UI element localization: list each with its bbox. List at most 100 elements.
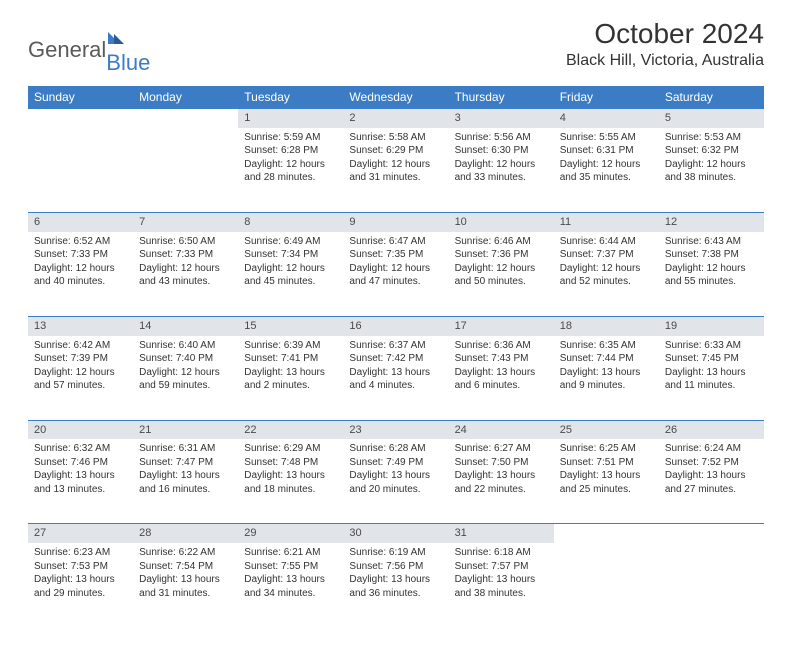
day-number-cell (554, 524, 659, 544)
day-cell (659, 544, 764, 628)
day-content-row: Sunrise: 6:32 AMSunset: 7:46 PMDaylight:… (28, 440, 764, 524)
day-cell: Sunrise: 6:37 AMSunset: 7:42 PMDaylight:… (343, 336, 448, 420)
sunrise-text: Sunrise: 6:22 AM (139, 546, 232, 560)
weekday-header: Wednesday (343, 86, 448, 109)
day-number-cell (133, 109, 238, 129)
sunrise-text: Sunrise: 5:58 AM (349, 131, 442, 145)
day-number-cell: 19 (659, 316, 764, 336)
day-cell: Sunrise: 6:42 AMSunset: 7:39 PMDaylight:… (28, 336, 133, 420)
daylight-text: Daylight: 13 hours and 18 minutes. (244, 469, 337, 496)
sunrise-text: Sunrise: 6:24 AM (665, 442, 758, 456)
page-title: October 2024 (566, 18, 764, 50)
day-number-row: 6789101112 (28, 212, 764, 232)
day-cell: Sunrise: 6:35 AMSunset: 7:44 PMDaylight:… (554, 336, 659, 420)
sunset-text: Sunset: 7:49 PM (349, 456, 442, 470)
daylight-text: Daylight: 12 hours and 40 minutes. (34, 262, 127, 289)
sunset-text: Sunset: 7:56 PM (349, 560, 442, 574)
sunrise-text: Sunrise: 6:36 AM (455, 339, 548, 353)
day-number-cell: 25 (554, 420, 659, 440)
sunset-text: Sunset: 7:46 PM (34, 456, 127, 470)
sunset-text: Sunset: 7:45 PM (665, 352, 758, 366)
daylight-text: Daylight: 13 hours and 16 minutes. (139, 469, 232, 496)
daylight-text: Daylight: 13 hours and 25 minutes. (560, 469, 653, 496)
sunset-text: Sunset: 7:48 PM (244, 456, 337, 470)
daylight-text: Daylight: 12 hours and 45 minutes. (244, 262, 337, 289)
sunrise-text: Sunrise: 5:59 AM (244, 131, 337, 145)
day-number-row: 13141516171819 (28, 316, 764, 336)
day-cell (554, 544, 659, 628)
day-cell: Sunrise: 6:50 AMSunset: 7:33 PMDaylight:… (133, 232, 238, 316)
day-cell: Sunrise: 6:52 AMSunset: 7:33 PMDaylight:… (28, 232, 133, 316)
day-number-cell: 12 (659, 212, 764, 232)
sunset-text: Sunset: 7:50 PM (455, 456, 548, 470)
daylight-text: Daylight: 13 hours and 38 minutes. (455, 573, 548, 600)
sunrise-text: Sunrise: 6:42 AM (34, 339, 127, 353)
sunset-text: Sunset: 6:31 PM (560, 144, 653, 158)
day-number-cell: 14 (133, 316, 238, 336)
sunrise-text: Sunrise: 5:55 AM (560, 131, 653, 145)
sunset-text: Sunset: 7:54 PM (139, 560, 232, 574)
daylight-text: Daylight: 12 hours and 38 minutes. (665, 158, 758, 185)
day-cell: Sunrise: 6:24 AMSunset: 7:52 PMDaylight:… (659, 440, 764, 524)
day-number-cell (28, 109, 133, 129)
daylight-text: Daylight: 13 hours and 4 minutes. (349, 366, 442, 393)
sunset-text: Sunset: 6:28 PM (244, 144, 337, 158)
daylight-text: Daylight: 12 hours and 55 minutes. (665, 262, 758, 289)
logo-triangle-icon (108, 24, 124, 38)
daylight-text: Daylight: 12 hours and 52 minutes. (560, 262, 653, 289)
sunrise-text: Sunrise: 6:35 AM (560, 339, 653, 353)
sunset-text: Sunset: 7:33 PM (34, 248, 127, 262)
day-cell: Sunrise: 6:39 AMSunset: 7:41 PMDaylight:… (238, 336, 343, 420)
daylight-text: Daylight: 12 hours and 33 minutes. (455, 158, 548, 185)
day-cell: Sunrise: 6:27 AMSunset: 7:50 PMDaylight:… (449, 440, 554, 524)
weekday-header-row: Sunday Monday Tuesday Wednesday Thursday… (28, 86, 764, 109)
daylight-text: Daylight: 13 hours and 6 minutes. (455, 366, 548, 393)
daylight-text: Daylight: 12 hours and 35 minutes. (560, 158, 653, 185)
sunset-text: Sunset: 6:32 PM (665, 144, 758, 158)
day-number-cell: 21 (133, 420, 238, 440)
day-number-cell: 9 (343, 212, 448, 232)
sunset-text: Sunset: 7:36 PM (455, 248, 548, 262)
day-number-cell: 17 (449, 316, 554, 336)
daylight-text: Daylight: 13 hours and 27 minutes. (665, 469, 758, 496)
daylight-text: Daylight: 12 hours and 28 minutes. (244, 158, 337, 185)
day-number-row: 2728293031 (28, 524, 764, 544)
daylight-text: Daylight: 12 hours and 59 minutes. (139, 366, 232, 393)
daylight-text: Daylight: 13 hours and 11 minutes. (665, 366, 758, 393)
sunrise-text: Sunrise: 6:29 AM (244, 442, 337, 456)
day-number-cell (659, 524, 764, 544)
day-cell: Sunrise: 6:28 AMSunset: 7:49 PMDaylight:… (343, 440, 448, 524)
day-number-cell: 1 (238, 109, 343, 129)
day-content-row: Sunrise: 6:42 AMSunset: 7:39 PMDaylight:… (28, 336, 764, 420)
daylight-text: Daylight: 13 hours and 31 minutes. (139, 573, 232, 600)
logo-text-gray: General (28, 37, 106, 63)
title-area: October 2024 Black Hill, Victoria, Austr… (566, 18, 764, 70)
daylight-text: Daylight: 12 hours and 47 minutes. (349, 262, 442, 289)
sunset-text: Sunset: 7:44 PM (560, 352, 653, 366)
daylight-text: Daylight: 13 hours and 36 minutes. (349, 573, 442, 600)
day-cell: Sunrise: 6:22 AMSunset: 7:54 PMDaylight:… (133, 544, 238, 628)
day-cell: Sunrise: 6:47 AMSunset: 7:35 PMDaylight:… (343, 232, 448, 316)
day-cell: Sunrise: 6:32 AMSunset: 7:46 PMDaylight:… (28, 440, 133, 524)
sunrise-text: Sunrise: 6:49 AM (244, 235, 337, 249)
calendar-table: Sunday Monday Tuesday Wednesday Thursday… (28, 86, 764, 628)
day-cell: Sunrise: 6:23 AMSunset: 7:53 PMDaylight:… (28, 544, 133, 628)
day-number-cell: 7 (133, 212, 238, 232)
sunset-text: Sunset: 7:39 PM (34, 352, 127, 366)
sunrise-text: Sunrise: 5:53 AM (665, 131, 758, 145)
sunrise-text: Sunrise: 6:50 AM (139, 235, 232, 249)
day-number-cell: 26 (659, 420, 764, 440)
sunrise-text: Sunrise: 6:33 AM (665, 339, 758, 353)
day-cell: Sunrise: 5:53 AMSunset: 6:32 PMDaylight:… (659, 128, 764, 212)
daylight-text: Daylight: 12 hours and 57 minutes. (34, 366, 127, 393)
daylight-text: Daylight: 13 hours and 20 minutes. (349, 469, 442, 496)
day-number-cell: 30 (343, 524, 448, 544)
sunset-text: Sunset: 7:47 PM (139, 456, 232, 470)
day-cell: Sunrise: 6:33 AMSunset: 7:45 PMDaylight:… (659, 336, 764, 420)
sunrise-text: Sunrise: 6:27 AM (455, 442, 548, 456)
day-cell (28, 128, 133, 212)
sunrise-text: Sunrise: 6:21 AM (244, 546, 337, 560)
sunset-text: Sunset: 7:35 PM (349, 248, 442, 262)
weekday-header: Thursday (449, 86, 554, 109)
day-number-cell: 31 (449, 524, 554, 544)
